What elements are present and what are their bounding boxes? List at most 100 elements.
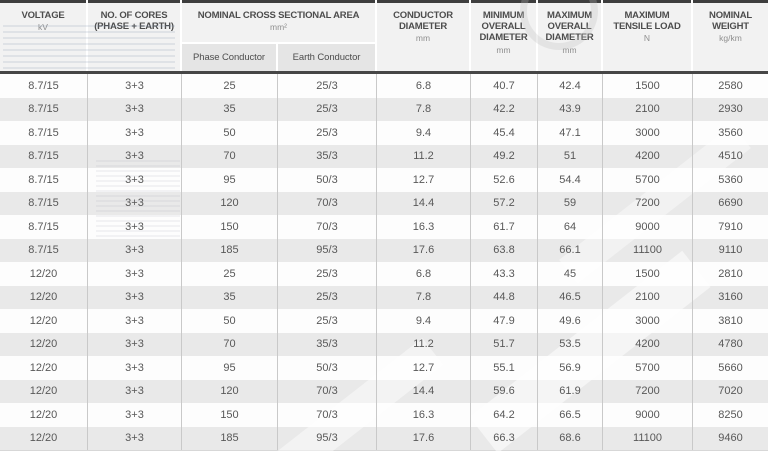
cell-cores: 3+3 <box>88 74 182 98</box>
table-row: 12/20 3+3 150 70/3 16.3 64.2 66.5 9000 8… <box>0 403 768 427</box>
cell-max-diameter: 45 <box>538 262 603 286</box>
cell-cores: 3+3 <box>88 332 182 356</box>
cell-phase-conductor: 25 <box>182 262 278 286</box>
cell-max-diameter: 53.5 <box>538 332 603 356</box>
column-group-cross-sectional-area: NOMINAL CROSS SECTIONAL AREA mm² Phase C… <box>182 0 375 71</box>
cell-cores: 3+3 <box>88 97 182 121</box>
table-row: 8.7/15 3+3 35 25/3 7.8 42.2 43.9 2100 29… <box>0 97 768 121</box>
cell-voltage: 12/20 <box>0 379 88 403</box>
column-unit: N <box>643 33 651 44</box>
cell-tensile-load: 2100 <box>603 285 693 309</box>
cell-voltage: 12/20 <box>0 403 88 427</box>
cell-nominal-weight: 6690 <box>718 197 743 210</box>
cell-phase-conductor: 150 <box>182 403 278 427</box>
column-unit: mm <box>415 33 431 44</box>
cell-voltage: 8.7/15 <box>0 121 88 145</box>
cell-cores: 3+3 <box>88 144 182 168</box>
column-header-cores: NO. OF CORES (PHASE + EARTH) <box>88 0 180 71</box>
cell-earth-conductor: 25/3 <box>278 97 377 121</box>
column-header-max-overall-diameter: MAXIMUM OVERALL DIAMETER mm <box>538 0 601 71</box>
table-header: VOLTAGE kV NO. OF CORES (PHASE + EARTH) … <box>0 0 768 71</box>
cell-nominal-weight: 8250 <box>718 408 743 421</box>
cell-max-diameter: 61.9 <box>538 379 603 403</box>
cell-tensile-load: 9000 <box>603 215 693 239</box>
cell-nominal-weight: 2810 <box>718 267 743 280</box>
cell-max-diameter: 54.4 <box>538 168 603 192</box>
cell-max-diameter: 56.9 <box>538 356 603 380</box>
cell-conductor-diameter: 11.2 <box>377 144 471 168</box>
cell-max-diameter: 46.5 <box>538 285 603 309</box>
cell-cores: 3+3 <box>88 121 182 145</box>
cell-conductor-diameter: 14.4 <box>377 379 471 403</box>
column-unit: mm <box>496 44 511 55</box>
cell-min-diameter: 49.2 <box>471 144 538 168</box>
cell-voltage: 8.7/15 <box>0 168 88 192</box>
cell-earth-conductor: 25/3 <box>278 309 377 333</box>
table-row: 12/20 3+3 50 25/3 9.4 47.9 49.6 3000 381… <box>0 309 768 333</box>
cell-cores: 3+3 <box>88 356 182 380</box>
cell-phase-conductor: 25 <box>182 74 278 98</box>
cell-max-diameter: 64 <box>538 215 603 239</box>
cell-tensile-load: 4200 <box>603 144 693 168</box>
cell-nominal-weight: 9110 <box>718 244 743 257</box>
cell-nominal-weight: 3560 <box>718 126 743 139</box>
cell-earth-conductor: 50/3 <box>278 168 377 192</box>
table-row: 12/20 3+3 25 25/3 6.8 43.3 45 1500 2810 <box>0 262 768 286</box>
cell-conductor-diameter: 14.4 <box>377 191 471 215</box>
column-label: MAXIMUM OVERALL DIAMETER <box>545 10 594 44</box>
column-unit: kV <box>38 22 48 33</box>
cell-earth-conductor: 25/3 <box>278 74 377 98</box>
cell-conductor-diameter: 16.3 <box>377 215 471 239</box>
cell-phase-conductor: 50 <box>182 121 278 145</box>
cell-earth-conductor: 25/3 <box>278 285 377 309</box>
cell-min-diameter: 63.8 <box>471 238 538 262</box>
cell-phase-conductor: 185 <box>182 426 278 450</box>
cell-min-diameter: 57.2 <box>471 191 538 215</box>
cell-tensile-load: 5700 <box>603 168 693 192</box>
column-label: MINIMUM OVERALL DIAMETER <box>479 10 528 44</box>
cell-max-diameter: 49.6 <box>538 309 603 333</box>
cell-phase-conductor: 70 <box>182 332 278 356</box>
cell-voltage: 8.7/15 <box>0 144 88 168</box>
cell-nominal-weight: 3810 <box>718 314 743 327</box>
cell-conductor-diameter: 9.4 <box>377 309 471 333</box>
cell-min-diameter: 42.2 <box>471 97 538 121</box>
cell-max-diameter: 51 <box>538 144 603 168</box>
cell-min-diameter: 47.9 <box>471 309 538 333</box>
cell-voltage: 8.7/15 <box>0 74 88 98</box>
table-row: 8.7/15 3+3 50 25/3 9.4 45.4 47.1 3000 35… <box>0 121 768 145</box>
cell-tensile-load: 11100 <box>603 426 693 450</box>
cell-phase-conductor: 185 <box>182 238 278 262</box>
cell-nominal-weight: 9460 <box>718 432 743 445</box>
column-unit: kg/km <box>719 33 742 44</box>
cell-tensile-load: 4200 <box>603 332 693 356</box>
cell-min-diameter: 52.6 <box>471 168 538 192</box>
cell-conductor-diameter: 7.8 <box>377 285 471 309</box>
cell-voltage: 12/20 <box>0 262 88 286</box>
cell-voltage: 12/20 <box>0 356 88 380</box>
column-header-voltage: VOLTAGE kV <box>0 0 86 71</box>
cell-phase-conductor: 95 <box>182 356 278 380</box>
cell-earth-conductor: 50/3 <box>278 356 377 380</box>
cell-nominal-weight: 7910 <box>718 220 743 233</box>
column-header-earth-conductor: Earth Conductor <box>278 44 375 71</box>
cell-voltage: 8.7/15 <box>0 191 88 215</box>
cell-max-diameter: 68.6 <box>538 426 603 450</box>
cell-earth-conductor: 35/3 <box>278 144 377 168</box>
cell-nominal-weight: 7020 <box>718 385 743 398</box>
cell-cores: 3+3 <box>88 215 182 239</box>
cell-max-diameter: 42.4 <box>538 74 603 98</box>
cell-phase-conductor: 50 <box>182 309 278 333</box>
table-row: 12/20 3+3 35 25/3 7.8 44.8 46.5 2100 316… <box>0 285 768 309</box>
column-header-min-overall-diameter: MINIMUM OVERALL DIAMETER mm <box>471 0 536 71</box>
cell-phase-conductor: 35 <box>182 97 278 121</box>
cell-nominal-weight: 5360 <box>718 173 743 186</box>
table-row: 8.7/15 3+3 25 25/3 6.8 40.7 42.4 1500 25… <box>0 74 768 98</box>
cell-conductor-diameter: 7.8 <box>377 97 471 121</box>
cell-conductor-diameter: 16.3 <box>377 403 471 427</box>
table-row: 12/20 3+3 120 70/3 14.4 59.6 61.9 7200 7… <box>0 379 768 403</box>
cell-nominal-weight: 5660 <box>718 361 743 374</box>
cell-min-diameter: 51.7 <box>471 332 538 356</box>
cell-earth-conductor: 70/3 <box>278 191 377 215</box>
